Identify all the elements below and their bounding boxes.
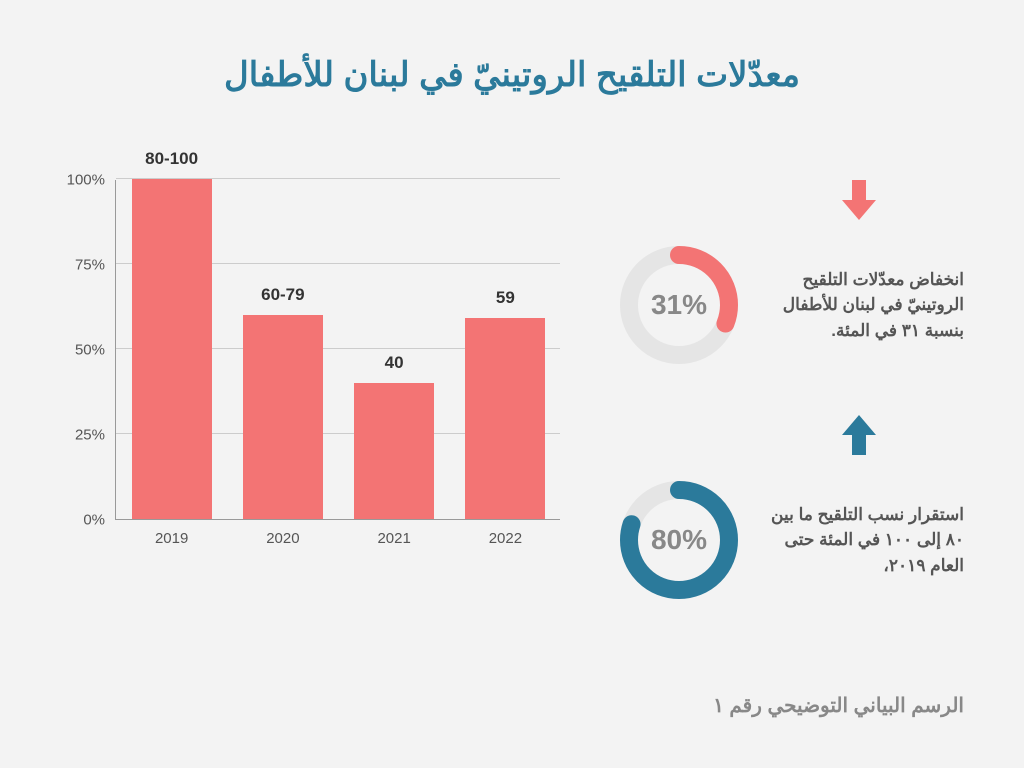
arrow-up-icon [834, 410, 884, 460]
bar [354, 383, 434, 519]
stat-text: استقرار نسب التلقيح ما بين ٨٠ إلى ١٠٠ في… [764, 502, 964, 579]
y-tick-label: 0% [60, 512, 105, 529]
bar [243, 315, 323, 519]
plot-area: 80-100201960-792020402021592022 [115, 180, 560, 520]
x-tick-label: 2021 [339, 530, 450, 547]
stats-panel: انخفاض معدّلات التلقيح الروتينيّ في لبنا… [614, 175, 964, 645]
y-tick-label: 50% [60, 342, 105, 359]
x-tick-label: 2019 [116, 530, 227, 547]
donut-chart: 31% [614, 240, 744, 370]
stat-row: انخفاض معدّلات التلقيح الروتينيّ في لبنا… [614, 240, 964, 370]
bar-value-label: 80-100 [122, 149, 222, 169]
y-tick-label: 25% [60, 427, 105, 444]
stat-row: استقرار نسب التلقيح ما بين ٨٠ إلى ١٠٠ في… [614, 475, 964, 605]
bar-value-label: 59 [455, 288, 555, 308]
y-tick-label: 75% [60, 257, 105, 274]
y-axis: 0%25%50%75%100% [60, 180, 110, 520]
bar [132, 179, 212, 519]
x-tick-label: 2022 [450, 530, 561, 547]
arrow-down-icon [834, 175, 884, 225]
bar-chart: 0%25%50%75%100% 80-100201960-79202040202… [60, 140, 560, 560]
stat-text: انخفاض معدّلات التلقيح الروتينيّ في لبنا… [764, 267, 964, 344]
donut-chart: 80% [614, 475, 744, 605]
figure-caption: الرسم البياني التوضيحي رقم ١ [713, 693, 964, 718]
donut-percent-label: 80% [651, 524, 707, 556]
x-tick-label: 2020 [227, 530, 338, 547]
bar-value-label: 40 [344, 353, 444, 373]
y-tick-label: 100% [60, 172, 105, 189]
chart-title: معدّلات التلقيح الروتينيّ في لبنان للأطف… [0, 55, 1024, 95]
bar [465, 318, 545, 519]
donut-percent-label: 31% [651, 289, 707, 321]
bar-value-label: 60-79 [233, 285, 333, 305]
